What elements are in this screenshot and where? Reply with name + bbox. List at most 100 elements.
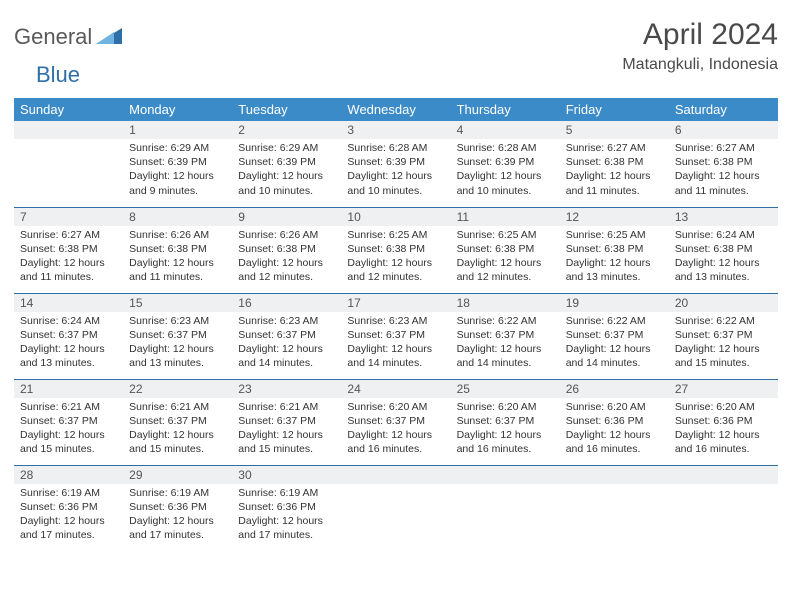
sunrise-line: Sunrise: 6:22 AM [675,314,772,328]
daylight-line: Daylight: 12 hours and 15 minutes. [675,342,772,370]
calendar-cell: 14Sunrise: 6:24 AMSunset: 6:37 PMDayligh… [14,293,123,379]
weekday-header: Sunday [14,98,123,121]
sunrise-line: Sunrise: 6:29 AM [129,141,226,155]
day-number-bar: 27 [669,380,778,398]
brand-word-general: General [14,24,92,50]
calendar-cell: 6Sunrise: 6:27 AMSunset: 6:38 PMDaylight… [669,121,778,207]
day-number-bar [14,121,123,139]
day-number-bar: 10 [341,208,450,226]
day-detail: Sunrise: 6:19 AMSunset: 6:36 PMDaylight:… [123,484,232,547]
sunrise-line: Sunrise: 6:25 AM [457,228,554,242]
day-detail: Sunrise: 6:26 AMSunset: 6:38 PMDaylight:… [232,226,341,289]
sunset-line: Sunset: 6:36 PM [675,414,772,428]
day-detail: Sunrise: 6:22 AMSunset: 6:37 PMDaylight:… [451,312,560,375]
calendar-cell: 3Sunrise: 6:28 AMSunset: 6:39 PMDaylight… [341,121,450,207]
day-number-bar: 17 [341,294,450,312]
sunset-line: Sunset: 6:36 PM [20,500,117,514]
brand-logo: General [14,18,124,50]
day-detail: Sunrise: 6:19 AMSunset: 6:36 PMDaylight:… [232,484,341,547]
calendar-cell: 5Sunrise: 6:27 AMSunset: 6:38 PMDaylight… [560,121,669,207]
calendar-cell: 19Sunrise: 6:22 AMSunset: 6:37 PMDayligh… [560,293,669,379]
calendar-week-row: 1Sunrise: 6:29 AMSunset: 6:39 PMDaylight… [14,121,778,207]
day-detail: Sunrise: 6:20 AMSunset: 6:36 PMDaylight:… [669,398,778,461]
day-number-bar: 23 [232,380,341,398]
sunset-line: Sunset: 6:38 PM [129,242,226,256]
calendar-table: SundayMondayTuesdayWednesdayThursdayFrid… [14,98,778,551]
daylight-line: Daylight: 12 hours and 12 minutes. [347,256,444,284]
sunset-line: Sunset: 6:36 PM [129,500,226,514]
calendar-head: SundayMondayTuesdayWednesdayThursdayFrid… [14,98,778,121]
day-number-bar [669,466,778,484]
sunrise-line: Sunrise: 6:20 AM [347,400,444,414]
calendar-cell: 25Sunrise: 6:20 AMSunset: 6:37 PMDayligh… [451,379,560,465]
daylight-line: Daylight: 12 hours and 17 minutes. [20,514,117,542]
day-detail: Sunrise: 6:20 AMSunset: 6:36 PMDaylight:… [560,398,669,461]
weekday-header: Saturday [669,98,778,121]
weekday-header: Monday [123,98,232,121]
daylight-line: Daylight: 12 hours and 13 minutes. [129,342,226,370]
calendar-cell: 27Sunrise: 6:20 AMSunset: 6:36 PMDayligh… [669,379,778,465]
sunrise-line: Sunrise: 6:28 AM [347,141,444,155]
daylight-line: Daylight: 12 hours and 17 minutes. [129,514,226,542]
day-detail: Sunrise: 6:22 AMSunset: 6:37 PMDaylight:… [560,312,669,375]
calendar-cell: 30Sunrise: 6:19 AMSunset: 6:36 PMDayligh… [232,465,341,551]
calendar-cell: 9Sunrise: 6:26 AMSunset: 6:38 PMDaylight… [232,207,341,293]
calendar-cell: 28 Sunrise: 6:19 AMSunset: 6:36 PMDayligh… [14,465,123,551]
day-detail: Sunrise: 6:21 AMSunset: 6:37 PMDaylight:… [123,398,232,461]
day-detail: Sunrise: 6:21 AMSunset: 6:37 PMDaylight:… [232,398,341,461]
calendar-cell: 10Sunrise: 6:25 AMSunset: 6:38 PMDayligh… [341,207,450,293]
day-number-bar [341,466,450,484]
day-detail: Sunrise: 6:25 AMSunset: 6:38 PMDaylight:… [560,226,669,289]
daylight-line: Daylight: 12 hours and 16 minutes. [457,428,554,456]
day-number-bar: 20 [669,294,778,312]
sunrise-line: Sunrise: 6:20 AM [566,400,663,414]
day-detail: Sunrise: 6:29 AMSunset: 6:39 PMDaylight:… [123,139,232,202]
calendar-cell: 12Sunrise: 6:25 AMSunset: 6:38 PMDayligh… [560,207,669,293]
sunrise-line: Sunrise: 6:22 AM [566,314,663,328]
day-number-bar: 4 [451,121,560,139]
calendar-week-row: 21Sunrise: 6:21 AMSunset: 6:37 PMDayligh… [14,379,778,465]
brand-triangle-icon [96,26,122,49]
day-detail: Sunrise: 6:20 AMSunset: 6:37 PMDaylight:… [341,398,450,461]
day-number-bar: 15 [123,294,232,312]
daylight-line: Daylight: 12 hours and 11 minutes. [675,169,772,197]
day-detail: Sunrise: 6:21 AMSunset: 6:37 PMDaylight:… [14,398,123,461]
sunset-line: Sunset: 6:36 PM [238,500,335,514]
day-number-bar: 16 [232,294,341,312]
sunrise-line: Sunrise: 6:20 AM [675,400,772,414]
daylight-line: Daylight: 12 hours and 17 minutes. [238,514,335,542]
daylight-line: Daylight: 12 hours and 15 minutes. [129,428,226,456]
sunrise-line: Sunrise: 6:20 AM [457,400,554,414]
day-detail: Sunrise: 6:26 AMSunset: 6:38 PMDaylight:… [123,226,232,289]
sunrise-line: Sunrise: 6:24 AM [675,228,772,242]
daylight-line: Daylight: 12 hours and 14 minutes. [238,342,335,370]
calendar-cell: 22Sunrise: 6:21 AMSunset: 6:37 PMDayligh… [123,379,232,465]
day-detail: Sunrise: 6:28 AMSunset: 6:39 PMDaylight:… [341,139,450,202]
day-detail: Sunrise: 6:27 AMSunset: 6:38 PMDaylight:… [14,226,123,289]
daylight-line: Daylight: 12 hours and 16 minutes. [347,428,444,456]
daylight-line: Daylight: 12 hours and 11 minutes. [129,256,226,284]
sunset-line: Sunset: 6:37 PM [129,328,226,342]
calendar-cell: 1Sunrise: 6:29 AMSunset: 6:39 PMDaylight… [123,121,232,207]
sunrise-line: Sunrise: 6:21 AM [129,400,226,414]
day-detail: Sunrise: 6:27 AMSunset: 6:38 PMDaylight:… [560,139,669,202]
sunrise-line: Sunrise: 6:19 AM [238,486,335,500]
sunrise-line: Sunrise: 6:25 AM [347,228,444,242]
sunset-line: Sunset: 6:36 PM [566,414,663,428]
sunset-line: Sunset: 6:37 PM [457,328,554,342]
weekday-header: Tuesday [232,98,341,121]
day-detail: Sunrise: 6:25 AMSunset: 6:38 PMDaylight:… [451,226,560,289]
sunset-line: Sunset: 6:39 PM [129,155,226,169]
daylight-line: Daylight: 12 hours and 10 minutes. [457,169,554,197]
calendar-cell: 17Sunrise: 6:23 AMSunset: 6:37 PMDayligh… [341,293,450,379]
sunrise-line: Sunrise: 6:27 AM [675,141,772,155]
sunrise-line: Sunrise: 6:19 AM [129,486,226,500]
day-detail: Sunrise: 6:23 AMSunset: 6:37 PMDaylight:… [341,312,450,375]
day-number-bar: 28 [14,466,123,484]
daylight-line: Daylight: 12 hours and 12 minutes. [238,256,335,284]
sunrise-line: Sunrise: 6:19 AM [20,486,117,500]
sunset-line: Sunset: 6:37 PM [20,414,117,428]
day-number-bar: 22 [123,380,232,398]
sunrise-line: Sunrise: 6:23 AM [347,314,444,328]
day-number-bar: 9 [232,208,341,226]
